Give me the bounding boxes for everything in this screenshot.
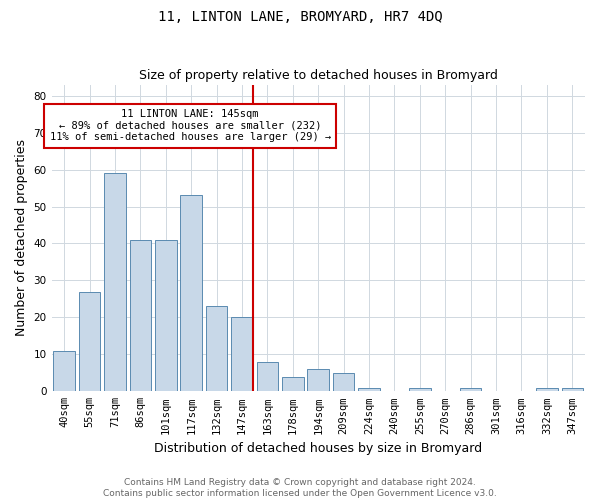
Bar [307,369,329,392]
Bar [79,292,100,392]
Bar [536,388,557,392]
Bar [282,376,304,392]
Bar [104,174,126,392]
Bar [53,350,75,392]
Title: Size of property relative to detached houses in Bromyard: Size of property relative to detached ho… [139,69,498,82]
Bar [130,240,151,392]
Text: 11 LINTON LANE: 145sqm
← 89% of detached houses are smaller (232)
11% of semi-de: 11 LINTON LANE: 145sqm ← 89% of detached… [50,109,331,142]
Text: Contains HM Land Registry data © Crown copyright and database right 2024.
Contai: Contains HM Land Registry data © Crown c… [103,478,497,498]
Y-axis label: Number of detached properties: Number of detached properties [15,140,28,336]
Bar [181,196,202,392]
Bar [562,388,583,392]
Bar [206,306,227,392]
Bar [460,388,481,392]
Bar [333,373,355,392]
Bar [231,318,253,392]
Bar [155,240,176,392]
Bar [409,388,431,392]
Bar [358,388,380,392]
X-axis label: Distribution of detached houses by size in Bromyard: Distribution of detached houses by size … [154,442,482,455]
Text: 11, LINTON LANE, BROMYARD, HR7 4DQ: 11, LINTON LANE, BROMYARD, HR7 4DQ [158,10,442,24]
Bar [257,362,278,392]
